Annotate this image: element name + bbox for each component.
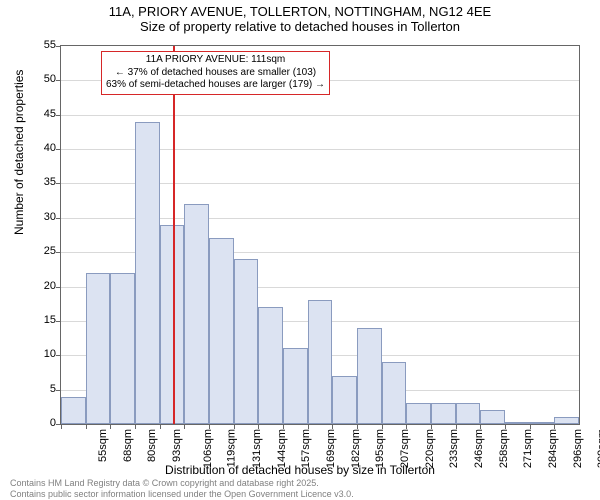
xtick-mark — [184, 424, 185, 429]
ytick-label: 30 — [44, 211, 56, 223]
y-axis-label: Number of detached properties — [12, 70, 26, 235]
xtick-mark — [160, 424, 161, 429]
annot-line-1: 11A PRIORY AVENUE: 111sqm — [106, 54, 325, 67]
xtick-label: 258sqm — [498, 429, 510, 468]
ytick-label: 15 — [44, 314, 56, 326]
histogram-bar — [258, 307, 283, 424]
chart-title-main: 11A, PRIORY AVENUE, TOLLERTON, NOTTINGHA… — [0, 0, 600, 19]
ytick-mark — [56, 80, 61, 81]
xtick-label: 207sqm — [399, 429, 411, 468]
histogram-bar — [234, 259, 259, 424]
ytick-mark — [56, 287, 61, 288]
xtick-label: 182sqm — [350, 429, 362, 468]
annot-line-3: 63% of semi-detached houses are larger (… — [106, 79, 325, 92]
attribution-footnote: Contains HM Land Registry data © Crown c… — [10, 478, 354, 500]
histogram-bar — [382, 362, 407, 424]
reference-vline — [173, 46, 175, 424]
xtick-label: 169sqm — [325, 429, 337, 468]
histogram-bar — [308, 300, 333, 424]
ytick-mark — [56, 183, 61, 184]
ytick-label: 0 — [50, 417, 56, 429]
footnote-line-1: Contains HM Land Registry data © Crown c… — [10, 478, 354, 489]
histogram-bar — [554, 417, 579, 424]
xtick-label: 119sqm — [226, 429, 238, 467]
xtick-mark — [61, 424, 62, 429]
ytick-label: 55 — [44, 39, 56, 51]
xtick-label: 157sqm — [300, 429, 312, 468]
ytick-mark — [56, 149, 61, 150]
histogram-bar — [406, 403, 431, 424]
histogram-bar — [184, 204, 209, 424]
xtick-label: 131sqm — [251, 429, 263, 468]
xtick-label: 144sqm — [276, 429, 288, 468]
xtick-label: 309sqm — [596, 429, 600, 468]
xtick-label: 233sqm — [448, 429, 460, 468]
ytick-mark — [56, 252, 61, 253]
xtick-mark — [135, 424, 136, 429]
ytick-mark — [56, 321, 61, 322]
annotation-box: 11A PRIORY AVENUE: 111sqm← 37% of detach… — [101, 51, 330, 95]
xtick-label: 246sqm — [473, 429, 485, 468]
ytick-mark — [56, 115, 61, 116]
chart-container: 11A, PRIORY AVENUE, TOLLERTON, NOTTINGHA… — [0, 0, 600, 500]
xtick-label: 55sqm — [97, 429, 109, 462]
ytick-label: 40 — [44, 142, 56, 154]
histogram-bar — [160, 225, 185, 424]
xtick-label: 271sqm — [522, 429, 534, 468]
chart-title-sub: Size of property relative to detached ho… — [0, 19, 600, 34]
ytick-label: 45 — [44, 108, 56, 120]
histogram-bar — [61, 397, 86, 424]
footnote-line-2: Contains public sector information licen… — [10, 489, 354, 500]
ytick-label: 50 — [44, 73, 56, 85]
histogram-bar — [86, 273, 111, 424]
xtick-mark — [86, 424, 87, 429]
histogram-bar — [110, 273, 135, 424]
annot-line-2: ← 37% of detached houses are smaller (10… — [106, 67, 325, 80]
xtick-label: 220sqm — [424, 429, 436, 468]
xtick-label: 296sqm — [572, 429, 584, 468]
histogram-bar — [480, 410, 505, 424]
plot-area: 11A PRIORY AVENUE: 111sqm← 37% of detach… — [60, 45, 580, 425]
histogram-bar — [209, 238, 234, 424]
ytick-mark — [56, 218, 61, 219]
ytick-label: 35 — [44, 176, 56, 188]
xtick-label: 80sqm — [146, 429, 158, 462]
xtick-label: 106sqm — [202, 429, 214, 468]
histogram-bar — [505, 422, 530, 424]
ytick-label: 5 — [50, 383, 56, 395]
ytick-mark — [56, 355, 61, 356]
ytick-label: 20 — [44, 280, 56, 292]
histogram-bar — [283, 348, 308, 424]
histogram-bar — [431, 403, 456, 424]
xtick-label: 284sqm — [547, 429, 559, 468]
ytick-label: 25 — [44, 245, 56, 257]
xtick-label: 195sqm — [374, 429, 386, 468]
histogram-bar — [135, 122, 160, 424]
gridline-h — [61, 115, 579, 116]
ytick-mark — [56, 46, 61, 47]
histogram-bar — [456, 403, 481, 424]
ytick-label: 10 — [44, 348, 56, 360]
xtick-label: 68sqm — [122, 429, 134, 462]
histogram-bar — [332, 376, 357, 424]
ytick-mark — [56, 390, 61, 391]
histogram-bar — [530, 422, 555, 424]
histogram-bar — [357, 328, 382, 424]
xtick-label: 93sqm — [171, 429, 183, 462]
xtick-mark — [110, 424, 111, 429]
